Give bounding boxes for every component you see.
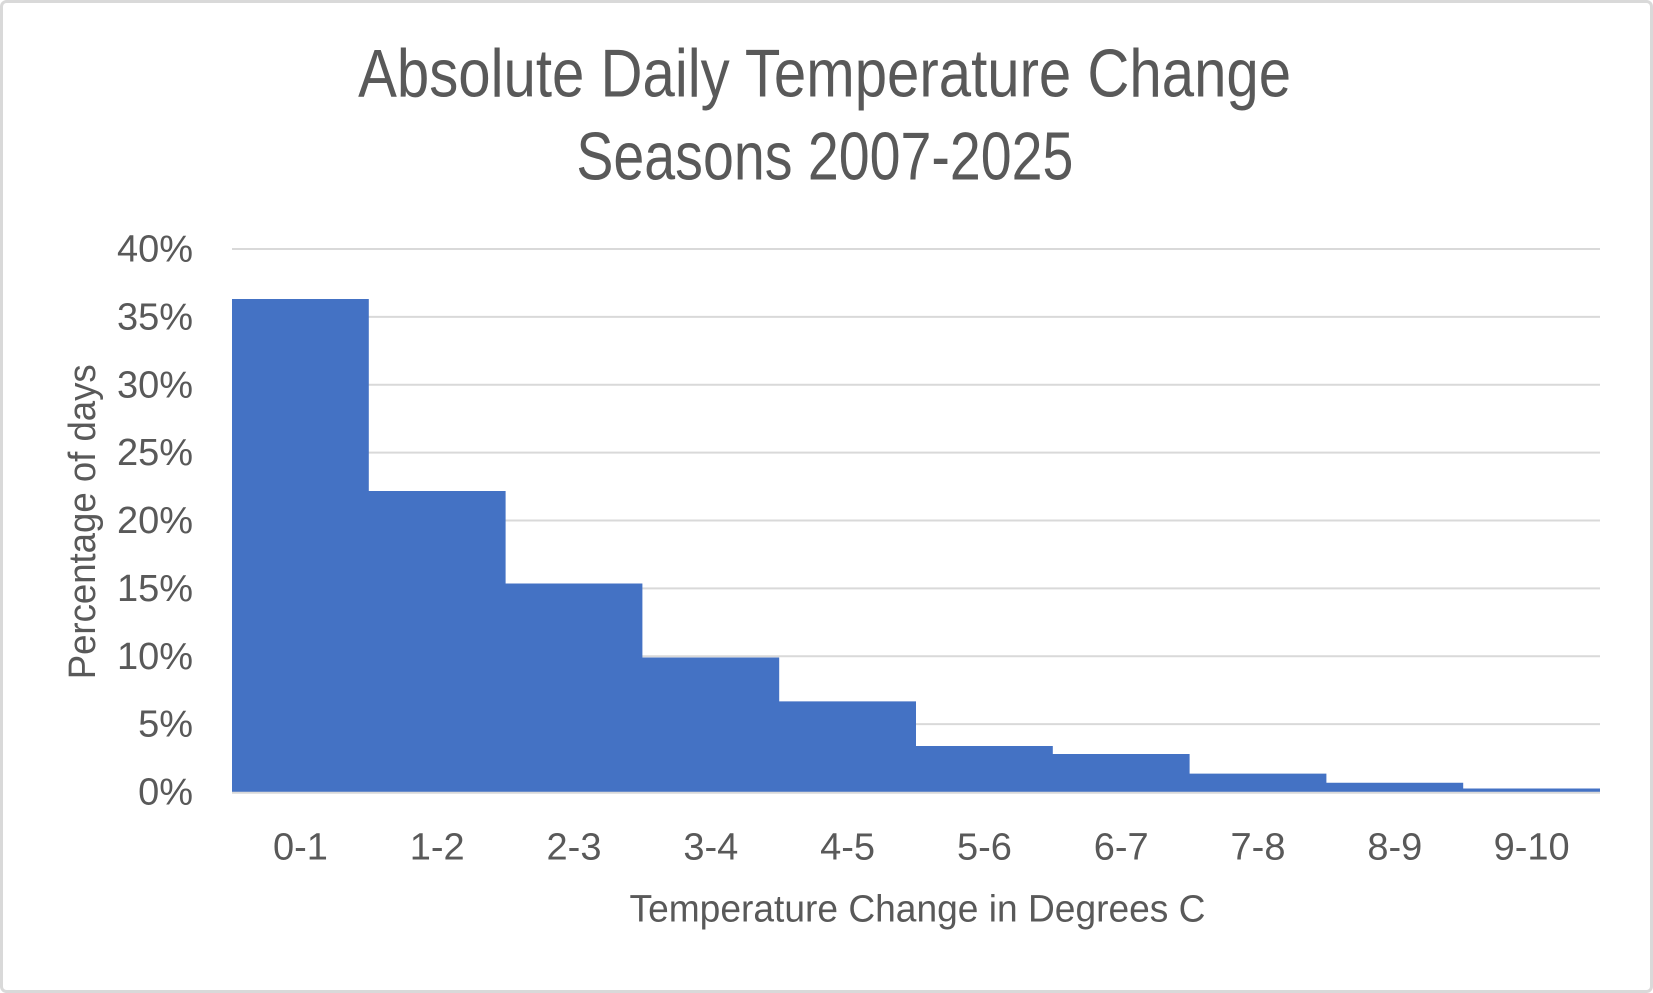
svg-text:5-6: 5-6 [957, 826, 1012, 868]
svg-text:2-3: 2-3 [547, 826, 602, 868]
svg-text:4-5: 4-5 [820, 826, 875, 868]
svg-text:8-9: 8-9 [1367, 826, 1422, 868]
svg-text:Temperature Change in Degrees: Temperature Change in Degrees C [630, 888, 1206, 930]
svg-text:0%: 0% [138, 772, 193, 814]
svg-text:15%: 15% [117, 568, 193, 610]
svg-text:Seasons 2007-2025: Seasons 2007-2025 [576, 119, 1073, 195]
svg-text:40%: 40% [117, 229, 193, 271]
svg-text:25%: 25% [117, 432, 193, 474]
svg-text:7-8: 7-8 [1231, 826, 1286, 868]
svg-text:30%: 30% [117, 364, 193, 406]
svg-text:Percentage of days: Percentage of days [62, 364, 104, 679]
svg-text:9-10: 9-10 [1494, 826, 1570, 868]
svg-text:Absolute Daily Temperature Cha: Absolute Daily Temperature Change [358, 35, 1291, 111]
svg-text:6-7: 6-7 [1094, 826, 1149, 868]
svg-text:0-1: 0-1 [273, 826, 328, 868]
svg-text:20%: 20% [117, 500, 193, 542]
svg-text:3-4: 3-4 [683, 826, 738, 868]
svg-text:10%: 10% [117, 636, 193, 678]
svg-text:5%: 5% [138, 704, 193, 746]
svg-text:1-2: 1-2 [410, 826, 465, 868]
svg-text:35%: 35% [117, 296, 193, 338]
